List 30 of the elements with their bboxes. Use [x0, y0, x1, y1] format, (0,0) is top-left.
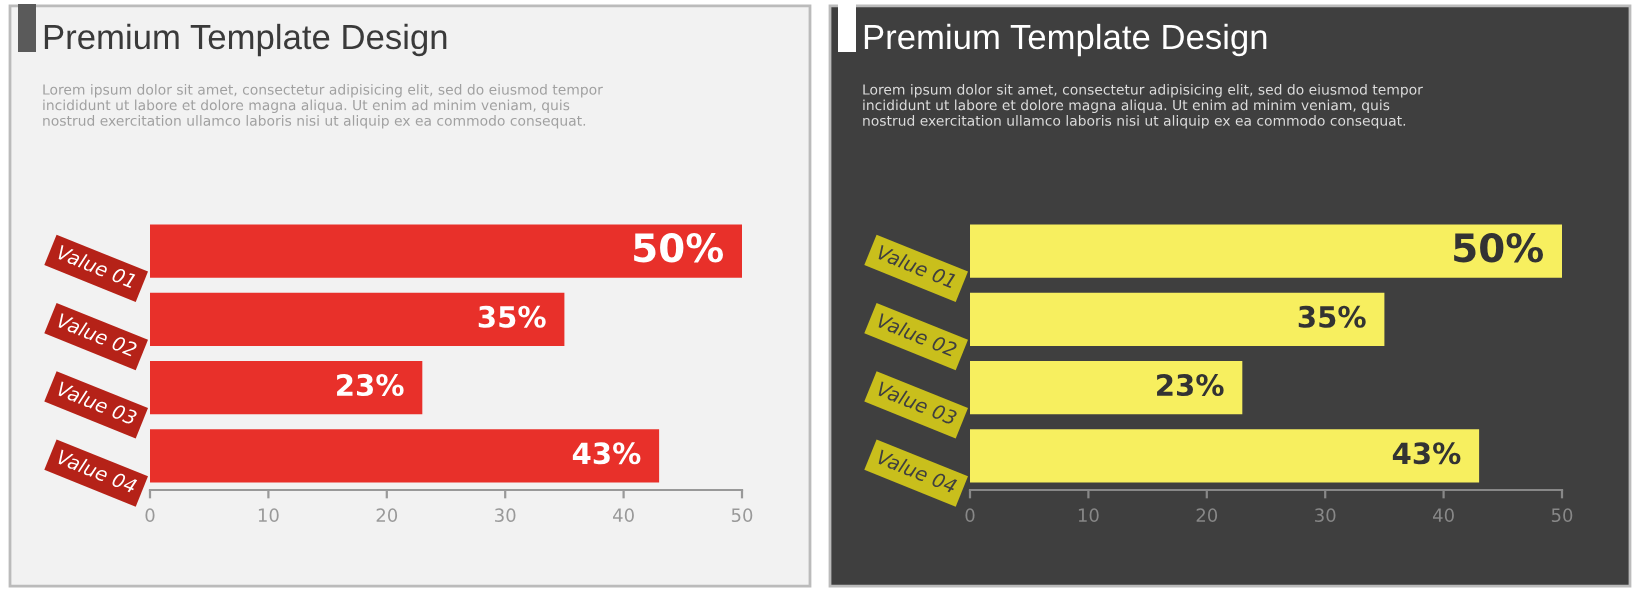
y-tick-label: Value 02: [876, 312, 958, 358]
data-label: 23%: [1157, 374, 1224, 397]
y-tick-label: Value 03: [876, 380, 958, 426]
x-tick-label: 40: [1432, 508, 1454, 523]
x-tick-label: 10: [1078, 508, 1099, 523]
data-label: 50%: [634, 233, 723, 263]
y-tick-label: Value 03: [56, 380, 138, 426]
data-label: 35%: [478, 305, 546, 328]
x-tick-label: 30: [495, 508, 516, 523]
x-tick-label: 0: [965, 508, 975, 523]
y-tick-label: Value 04: [876, 449, 958, 494]
x-tick-label: 20: [376, 508, 398, 523]
x-tick-label: 0: [145, 508, 155, 523]
data-label: 23%: [337, 374, 404, 397]
chart-title: Premium Template Design: [864, 23, 1267, 57]
data-label: 43%: [572, 442, 641, 465]
data-label: 50%: [1454, 233, 1543, 263]
x-tick-label: 50: [731, 508, 753, 523]
y-tick-label: Value 02: [56, 312, 138, 358]
y-tick-label: Value 01: [876, 244, 957, 289]
x-tick-label: 10: [258, 508, 279, 523]
y-tick-label: Value 01: [56, 244, 137, 289]
y-tick-label: Value 04: [56, 449, 138, 494]
data-label: 35%: [1298, 305, 1366, 328]
data-label: 43%: [1392, 442, 1461, 465]
x-tick-label: 20: [1196, 508, 1218, 523]
chart-title: Premium Template Design: [44, 23, 447, 57]
x-tick-label: 50: [1551, 508, 1573, 523]
x-tick-label: 40: [613, 508, 634, 523]
x-tick-label: 30: [1315, 508, 1336, 523]
